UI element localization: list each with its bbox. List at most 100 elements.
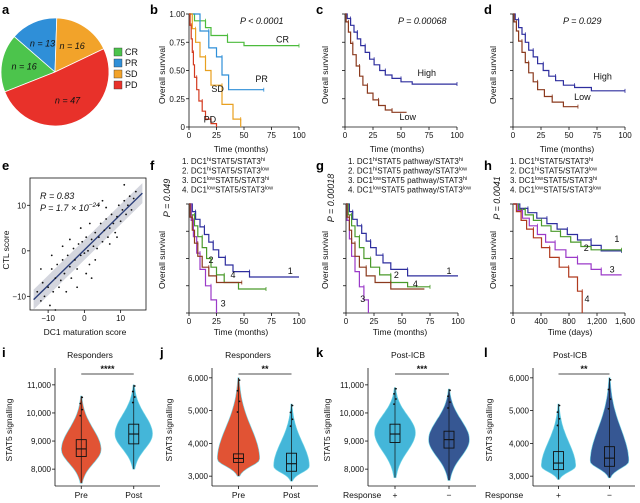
x-tick-label: 25 xyxy=(212,131,221,140)
scatter-point xyxy=(125,213,127,216)
significance-stars: ** xyxy=(580,364,588,374)
curve-label-3: 3 xyxy=(360,294,365,304)
scatter-point xyxy=(119,220,122,223)
panel-i-title: Responders xyxy=(67,350,113,360)
y-tick-label: 0.25 xyxy=(169,95,185,104)
curve-label-4: 4 xyxy=(230,270,235,280)
survival-curve-3 xyxy=(513,203,622,276)
scatter-point xyxy=(54,277,57,280)
outlier-point xyxy=(607,407,610,410)
panel-k-response-label: Response xyxy=(343,490,382,500)
scatter-point xyxy=(97,204,100,207)
scatter-point xyxy=(54,309,57,311)
y-tick-label: 10 xyxy=(17,201,26,210)
panel-b-xlabel: Time (months) xyxy=(214,144,269,154)
panel-j-label: j xyxy=(159,345,164,360)
curve-label-sd: SD xyxy=(211,84,224,94)
legend-label-sd: SD xyxy=(125,69,138,79)
outlier-point xyxy=(449,401,451,404)
legend-entry-2: 2. DC1hiSTAT5/STAT3low xyxy=(182,167,269,176)
box-iqr xyxy=(286,452,297,472)
outlier-point xyxy=(81,408,84,411)
y-tick-label: 9,000 xyxy=(344,437,365,446)
scatter-point xyxy=(61,245,64,248)
panel-e-r-text: R = 0.83 xyxy=(40,191,74,201)
curve-label-4: 4 xyxy=(413,279,418,289)
panel-e-label: e xyxy=(2,158,9,173)
scatter-point xyxy=(117,204,120,207)
outlier-point xyxy=(133,385,136,387)
scatter-point xyxy=(87,249,89,252)
survival-curve-high xyxy=(513,13,625,92)
y-tick-label: 0 xyxy=(181,123,186,132)
panel-i-label: i xyxy=(2,345,6,360)
scatter-point xyxy=(99,222,102,225)
scatter-point xyxy=(94,231,97,234)
panel-e-ylabel: CTL score xyxy=(1,230,11,269)
panel-h-plot: 0 400 800 1,200 1,600 1 2 3 4 xyxy=(510,203,636,326)
x-tick-label: 0 xyxy=(82,314,87,323)
curve-label-low: Low xyxy=(574,92,591,102)
scatter-point xyxy=(123,183,126,186)
plot-frame xyxy=(29,177,147,311)
survival-curve-2 xyxy=(189,203,266,290)
pie-slice-sd xyxy=(54,17,105,73)
scatter-point xyxy=(107,236,109,239)
curve-label-1: 1 xyxy=(288,266,293,276)
outlier-point xyxy=(291,418,294,421)
pie-slice-label-pr: n = 13 xyxy=(30,38,55,48)
panel-b-survival-chart: b P < 0.0001 0 25 50 75 100 0 0.25 0.50 0.75 1.00… xyxy=(150,2,306,154)
scatter-point xyxy=(88,222,91,225)
x-tick-label: 75 xyxy=(593,131,602,140)
panel-k-title: Post-ICB xyxy=(391,350,425,360)
x-tick-label-1: Post xyxy=(125,490,143,500)
outlier-point xyxy=(393,403,395,406)
regression-line xyxy=(33,192,143,301)
scatter-point xyxy=(56,263,59,266)
panel-g-plot: 0 25 50 75 100 1 2 3 4 xyxy=(343,203,465,326)
panel-d-xlabel: Time (months) xyxy=(540,144,595,154)
x-tick-label: 50 xyxy=(240,131,249,140)
y-tick-label: 6,000 xyxy=(509,374,530,383)
scatter-point xyxy=(108,243,111,245)
legend-entry-1: 1. DC1hiSTAT5 pathway/STAT3hi xyxy=(348,157,463,166)
legend-entry-2: 2. DC1hiSTAT5 pathway/STAT3low xyxy=(348,167,467,176)
x-tick-label: 0 xyxy=(343,131,348,140)
panel-k-violin-chart: k Post-ICB 8,000 9,000 10,000 11,000 + − *** S… xyxy=(316,345,476,500)
panel-c-survival-chart: c P = 0.00068 0 25 50 75 100 High Low Time (mo… xyxy=(316,2,464,154)
x-tick-label: 10 xyxy=(116,314,125,323)
survival-curve-sd xyxy=(189,13,242,127)
panel-k-label: k xyxy=(316,345,324,360)
significance-stars: *** xyxy=(417,364,428,374)
scatter-point xyxy=(110,213,113,216)
survival-curve-low xyxy=(513,13,578,108)
scatter-point xyxy=(74,259,76,261)
panel-h-pvalue: P = 0.0041 xyxy=(492,176,502,219)
legend-entry-1: 1. DC1hiSTAT5/STAT3hi xyxy=(510,157,593,166)
scatter-point xyxy=(66,254,69,257)
scatter-point xyxy=(50,254,53,257)
scatter-point xyxy=(52,290,55,293)
scatter-point xyxy=(92,245,95,248)
panel-g-label: g xyxy=(316,158,324,173)
y-tick-label: 0.50 xyxy=(169,67,185,76)
panel-b-label: b xyxy=(150,2,158,17)
outlier-point xyxy=(393,392,395,395)
x-tick-label: 75 xyxy=(426,317,435,326)
panel-i-violin-chart: i Responders 8,000 9,000 10,000 11,000 Pre Po… xyxy=(2,345,160,500)
scatter-point xyxy=(50,268,53,270)
panel-c-label: c xyxy=(316,2,323,17)
panel-h-xlabel: Time (days) xyxy=(548,327,593,337)
outlier-point xyxy=(79,402,82,405)
scatter-point xyxy=(128,195,131,198)
x-tick-label: 50 xyxy=(565,131,574,140)
legend-entry-3: 3. DC1lowSTAT5 pathway/STAT3hi xyxy=(348,176,467,185)
survival-curve-2 xyxy=(346,203,430,288)
scatter-point xyxy=(79,227,82,229)
